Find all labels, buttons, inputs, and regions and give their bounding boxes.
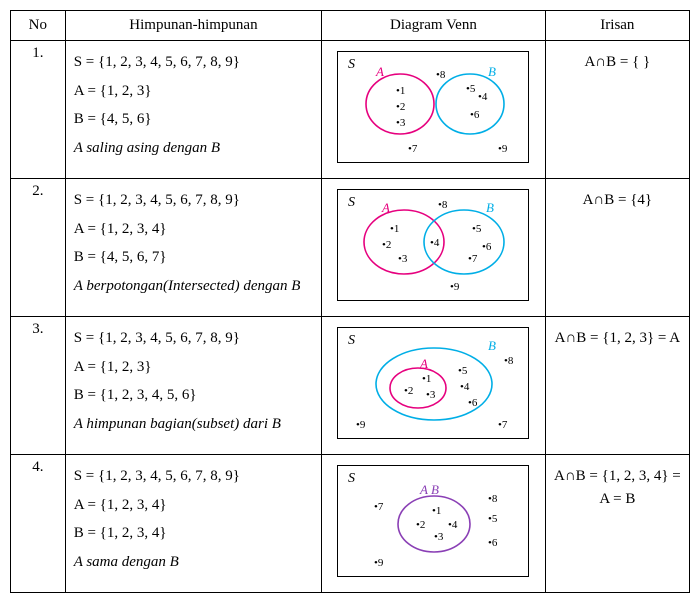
venn-diagram: S A B •1 •2 •3 •4•5 •6 •7 •8 •9 xyxy=(337,51,529,163)
svg-text:•8: •8 xyxy=(438,199,448,211)
svg-text:•4: •4 xyxy=(448,519,458,531)
sets-cell: S = {1, 2, 3, 4, 5, 6, 7, 8, 9} A = {1, 2… xyxy=(65,41,321,179)
svg-text:•6: •6 xyxy=(468,397,478,409)
table-row: 1. S = {1, 2, 3, 4, 5, 6, 7, 8, 9} A = {1,… xyxy=(11,41,690,179)
intersection-value: A∩B = {1, 2, 3, 4} = A = B xyxy=(554,465,681,510)
table-row: 2. S = {1, 2, 3, 4, 5, 6, 7, 8, 9} A = {1,… xyxy=(11,179,690,317)
intersection-value: A∩B = {1, 2, 3} = A xyxy=(554,327,681,350)
sets-cell: S = {1, 2, 3, 4, 5, 6, 7, 8, 9} A = {1, 2… xyxy=(65,317,321,455)
svg-text:•6: •6 xyxy=(470,109,480,121)
svg-text:•2: •2 xyxy=(416,519,425,531)
svg-text:•5: •5 xyxy=(472,223,482,235)
relation-line: A berpotongan(Intersected) dengan B xyxy=(74,275,313,298)
intersection-cell: A∩B = {4} xyxy=(545,179,689,317)
svg-text:•3: •3 xyxy=(434,531,444,543)
venn-cell: S A B •1 •2 •3 •4•5 •6 •7 •8 •9 xyxy=(322,41,546,179)
set-line-A: A = {1, 2, 3} xyxy=(74,80,313,103)
svg-text:•2: •2 xyxy=(396,101,405,113)
set-line-A: A = {1, 2, 3, 4} xyxy=(74,218,313,241)
set-line-S: S = {1, 2, 3, 4, 5, 6, 7, 8, 9} xyxy=(74,327,313,350)
set-line-S: S = {1, 2, 3, 4, 5, 6, 7, 8, 9} xyxy=(74,465,313,488)
header-venn: Diagram Venn xyxy=(322,11,546,41)
svg-text:•1: •1 xyxy=(432,505,441,517)
svg-text:B: B xyxy=(488,338,496,353)
row-number: 1. xyxy=(11,41,66,179)
intersection-cell: A∩B = {1, 2, 3, 4} = A = B xyxy=(545,455,689,593)
svg-text:•7: •7 xyxy=(408,143,418,155)
relation-line: A saling asing dengan B xyxy=(74,137,313,160)
set-line-A: A = {1, 2, 3} xyxy=(74,356,313,379)
svg-text:•9: •9 xyxy=(374,557,384,569)
svg-text:•5: •5 xyxy=(488,513,498,525)
svg-text:A: A xyxy=(375,64,384,79)
svg-text:•3: •3 xyxy=(426,389,436,401)
venn-diagram: S A B •1 •2 •3 •4 •5•6 •7 •8 •9 xyxy=(337,189,529,301)
set-theory-table: No Himpunan-himpunan Diagram Venn Irisan… xyxy=(10,10,690,593)
intersection-cell: A∩B = {1, 2, 3} = A xyxy=(545,317,689,455)
header-int: Irisan xyxy=(545,11,689,41)
venn-cell: S A B •1 •2 •3 •4 •5 •6 •7 •8 •9 xyxy=(322,455,546,593)
svg-text:•8: •8 xyxy=(504,355,514,367)
svg-text:•4: •4 xyxy=(460,381,470,393)
svg-text:A: A xyxy=(381,200,390,215)
svg-text:B: B xyxy=(486,200,494,215)
svg-text:•7: •7 xyxy=(498,419,508,431)
svg-text:•5: •5 xyxy=(458,365,468,377)
table-row: 4. S = {1, 2, 3, 4, 5, 6, 7, 8, 9} A = {1,… xyxy=(11,455,690,593)
svg-text:S: S xyxy=(348,57,355,72)
sets-cell: S = {1, 2, 3, 4, 5, 6, 7, 8, 9} A = {1, 2… xyxy=(65,455,321,593)
svg-text:•8: •8 xyxy=(436,69,446,81)
relation-line: A sama dengan B xyxy=(74,551,313,574)
svg-text:•8: •8 xyxy=(488,493,498,505)
set-line-B: B = {1, 2, 3, 4, 5, 6} xyxy=(74,384,313,407)
row-number: 2. xyxy=(11,179,66,317)
venn-diagram: S A B •1 •2 •3 •4 •5 •6 •7 •8 •9 xyxy=(337,465,529,577)
svg-text:•1: •1 xyxy=(390,223,399,235)
svg-text:S: S xyxy=(348,333,355,348)
intersection-value: A∩B = {4} xyxy=(554,189,681,212)
set-line-S: S = {1, 2, 3, 4, 5, 6, 7, 8, 9} xyxy=(74,51,313,74)
svg-text:•2: •2 xyxy=(404,385,413,397)
set-line-S: S = {1, 2, 3, 4, 5, 6, 7, 8, 9} xyxy=(74,189,313,212)
svg-text:•7: •7 xyxy=(468,253,478,265)
svg-text:•6: •6 xyxy=(482,241,492,253)
svg-text:S: S xyxy=(348,195,355,210)
venn-cell: S A B •1 •2 •3 •4 •5•6 •7 •8 •9 xyxy=(322,179,546,317)
venn-cell: S B A •1 •2 •3 •4 •5 •6 •7 •8 •9 xyxy=(322,317,546,455)
svg-text:•9: •9 xyxy=(356,419,366,431)
sets-cell: S = {1, 2, 3, 4, 5, 6, 7, 8, 9} A = {1, 2… xyxy=(65,179,321,317)
set-line-B: B = {1, 2, 3, 4} xyxy=(74,522,313,545)
intersection-value: A∩B = { } xyxy=(554,51,681,74)
header-sets: Himpunan-himpunan xyxy=(65,11,321,41)
svg-text:•1: •1 xyxy=(422,373,431,385)
svg-text:B: B xyxy=(488,64,496,79)
svg-text:•5: •5 xyxy=(466,83,476,95)
intersection-cell: A∩B = { } xyxy=(545,41,689,179)
svg-text:•3: •3 xyxy=(396,117,406,129)
set-line-A: A = {1, 2, 3, 4} xyxy=(74,494,313,517)
svg-text:S: S xyxy=(348,471,355,486)
svg-text:A: A xyxy=(419,356,428,371)
svg-text:•4: •4 xyxy=(430,237,440,249)
row-number: 3. xyxy=(11,317,66,455)
svg-text:A B: A B xyxy=(419,482,439,497)
table-row: 3. S = {1, 2, 3, 4, 5, 6, 7, 8, 9} A = {1,… xyxy=(11,317,690,455)
svg-text:•2: •2 xyxy=(382,239,391,251)
relation-line: A himpunan bagian(subset) dari B xyxy=(74,413,313,436)
header-no: No xyxy=(11,11,66,41)
svg-text:•7: •7 xyxy=(374,501,384,513)
svg-text:•1: •1 xyxy=(396,85,405,97)
set-line-B: B = {4, 5, 6, 7} xyxy=(74,246,313,269)
svg-text:•4: •4 xyxy=(478,91,488,103)
header-row: No Himpunan-himpunan Diagram Venn Irisan xyxy=(11,11,690,41)
svg-text:•9: •9 xyxy=(498,143,508,155)
set-line-B: B = {4, 5, 6} xyxy=(74,108,313,131)
venn-diagram: S B A •1 •2 •3 •4 •5 •6 •7 •8 •9 xyxy=(337,327,529,439)
svg-text:•3: •3 xyxy=(398,253,408,265)
svg-text:•9: •9 xyxy=(450,281,460,293)
row-number: 4. xyxy=(11,455,66,593)
svg-text:•6: •6 xyxy=(488,537,498,549)
